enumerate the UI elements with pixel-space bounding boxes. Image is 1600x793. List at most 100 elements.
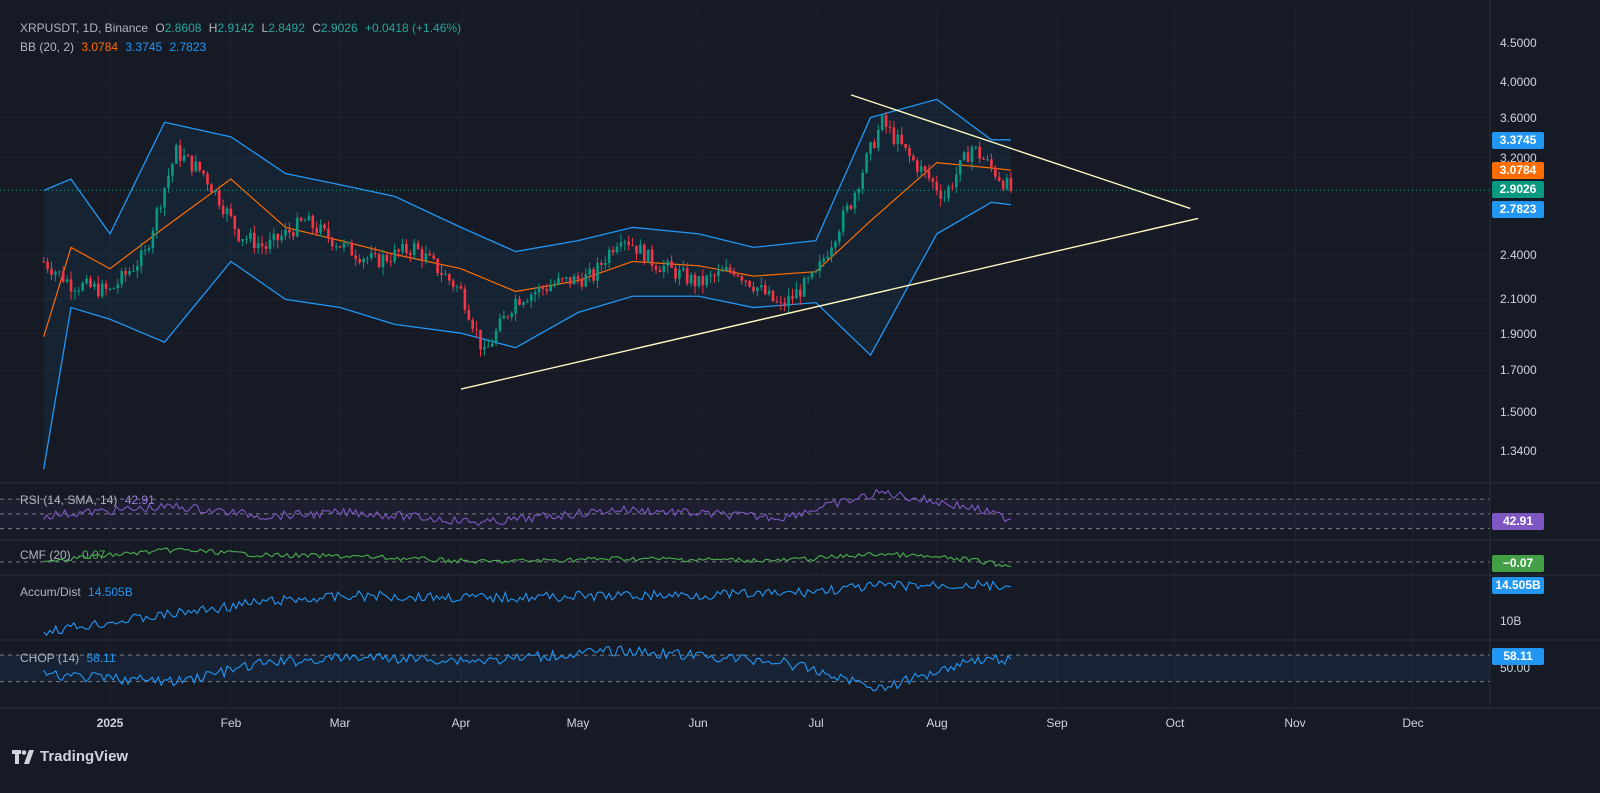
candle-body [69, 279, 73, 292]
candle-body [77, 290, 81, 292]
candle-body [89, 278, 92, 287]
chop-label[interactable]: CHOP (14) [20, 651, 80, 665]
chop-legend-value: 58.11 [86, 651, 116, 665]
bb-fill [43, 99, 1011, 470]
candle-body [650, 249, 654, 267]
candle-body [717, 271, 720, 276]
high-key: H [208, 21, 218, 35]
candle-body [857, 188, 861, 193]
candle-body [444, 274, 447, 276]
ad-legend: Accum/Dist 14.505B [20, 585, 137, 599]
candle-body [639, 244, 642, 254]
candle-body [405, 243, 408, 253]
candle-body [779, 301, 783, 303]
candle-body [919, 166, 923, 172]
candle-body [896, 134, 900, 144]
candle-body [151, 230, 155, 248]
chop-tag: 58.11 [1492, 648, 1544, 665]
rsi-tag: 42.91 [1492, 513, 1544, 530]
price-tick: 1.3400 [1500, 444, 1537, 458]
candle-body [947, 186, 950, 199]
candle-body [210, 184, 213, 193]
candle-body [685, 268, 689, 284]
candle-body [584, 274, 588, 287]
candle-body [159, 207, 162, 209]
candle-body [346, 242, 350, 244]
candle-body [451, 280, 455, 287]
candle-body [923, 166, 927, 171]
candle-body [990, 159, 993, 168]
cmf-tag: −0.07 [1492, 555, 1544, 572]
candle-body [175, 145, 178, 164]
candle-body [916, 160, 919, 172]
candle-body [381, 254, 385, 268]
bb-lower-line [43, 201, 1011, 470]
candle-body [455, 286, 459, 288]
x-tick: Dec [1402, 716, 1424, 730]
candle-body [783, 302, 786, 307]
tradingview-logo[interactable]: TradingView [12, 748, 128, 765]
price-tick: 4.5000 [1500, 36, 1537, 50]
chop-line [43, 645, 1012, 692]
candle-body [502, 316, 506, 319]
ad-label[interactable]: Accum/Dist [20, 585, 81, 599]
candle-body [814, 271, 818, 273]
candle-body [393, 249, 396, 262]
candle-body [697, 276, 701, 287]
cmf-line [43, 547, 1011, 568]
candle-body [409, 252, 412, 256]
rsi-line [43, 488, 1011, 527]
candle-body [350, 242, 354, 256]
bb-lower-value: 2.7823 [169, 40, 207, 54]
candle-body [182, 155, 186, 161]
cmf-legend-value: -0.07 [78, 548, 106, 562]
candle-body [526, 301, 529, 303]
rsi-label[interactable]: RSI (14, SMA, 14) [20, 493, 118, 507]
candle-body [202, 170, 205, 174]
bb-label[interactable]: BB (20, 2) [20, 40, 75, 54]
candle-body [241, 239, 244, 242]
candle-body [841, 210, 845, 232]
bb-basis-value: 3.0784 [81, 40, 119, 54]
rsi-legend: RSI (14, SMA, 14) 42.91 [20, 493, 159, 507]
candle-body [132, 270, 135, 272]
candle-body [892, 127, 896, 144]
candle-body [128, 271, 131, 275]
candle-body [214, 190, 217, 193]
candle-body [288, 229, 291, 233]
price-tick: 3.6000 [1500, 111, 1537, 125]
candle-body [264, 246, 268, 249]
chop-band-fill [0, 655, 1490, 682]
bb-upper-line [43, 98, 1011, 253]
cmf-label[interactable]: CMF (20) [20, 548, 71, 562]
candle-body [662, 265, 666, 273]
symbol-label[interactable]: XRPUSDT, 1D, Binance [20, 21, 149, 35]
candle-body [319, 224, 322, 234]
candle-body [740, 276, 744, 281]
candle-body [1001, 180, 1005, 190]
bb-upper-tag: 3.3745 [1492, 132, 1544, 149]
candle-body [233, 215, 237, 230]
candle-body [880, 115, 884, 130]
candle-body [646, 249, 650, 263]
candle-body [268, 239, 272, 249]
candle-body [50, 268, 53, 275]
candle-body [178, 145, 182, 161]
candle-body [931, 178, 935, 182]
x-tick: Oct [1165, 716, 1185, 730]
x-tick: Sep [1046, 716, 1068, 730]
x-tick: Feb [220, 716, 242, 730]
candle-body [615, 246, 619, 253]
candle-body [927, 170, 931, 179]
candle-body [982, 158, 985, 160]
open-value: 2.8608 [164, 21, 202, 35]
candle-body [120, 271, 123, 285]
candle-body [58, 271, 61, 273]
candle-body [85, 278, 88, 284]
x-tick: May [566, 716, 590, 730]
candle-body [373, 253, 377, 255]
candle-body [190, 155, 194, 172]
candle-body [475, 328, 478, 330]
candle-body [721, 270, 724, 272]
